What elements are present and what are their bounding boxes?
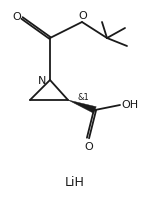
Text: OH: OH	[122, 100, 139, 110]
Text: O: O	[13, 12, 21, 22]
Text: LiH: LiH	[65, 177, 85, 189]
Text: N: N	[38, 76, 46, 86]
Polygon shape	[68, 100, 96, 113]
Text: O: O	[85, 142, 93, 152]
Text: &1: &1	[78, 94, 90, 103]
Text: O: O	[79, 11, 87, 21]
